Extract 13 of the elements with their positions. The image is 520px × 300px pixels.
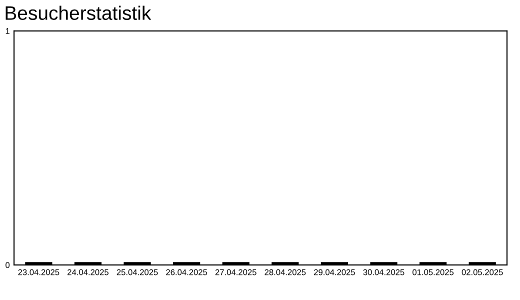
y-tick-label: 1 bbox=[6, 28, 10, 34]
y-tick-label: 0 bbox=[6, 262, 10, 268]
x-tick-label: 26.04.2025 bbox=[166, 269, 208, 276]
x-tick-label: 02.05.2025 bbox=[462, 269, 503, 276]
x-tick-label: 01.05.2025 bbox=[412, 269, 454, 276]
x-tick-label: 29.04.2025 bbox=[314, 269, 355, 276]
x-tick-label: 30.04.2025 bbox=[363, 269, 404, 276]
x-tick-label: 24.04.2025 bbox=[68, 269, 108, 276]
chart-title: Besucherstatistik bbox=[6, 6, 152, 20]
x-tick-label: 27.04.2025 bbox=[215, 269, 256, 276]
x-tick-label: 28.04.2025 bbox=[264, 269, 306, 276]
x-tick-label: 25.04.2025 bbox=[116, 269, 158, 276]
x-tick-label: 23.04.2025 bbox=[18, 269, 60, 276]
